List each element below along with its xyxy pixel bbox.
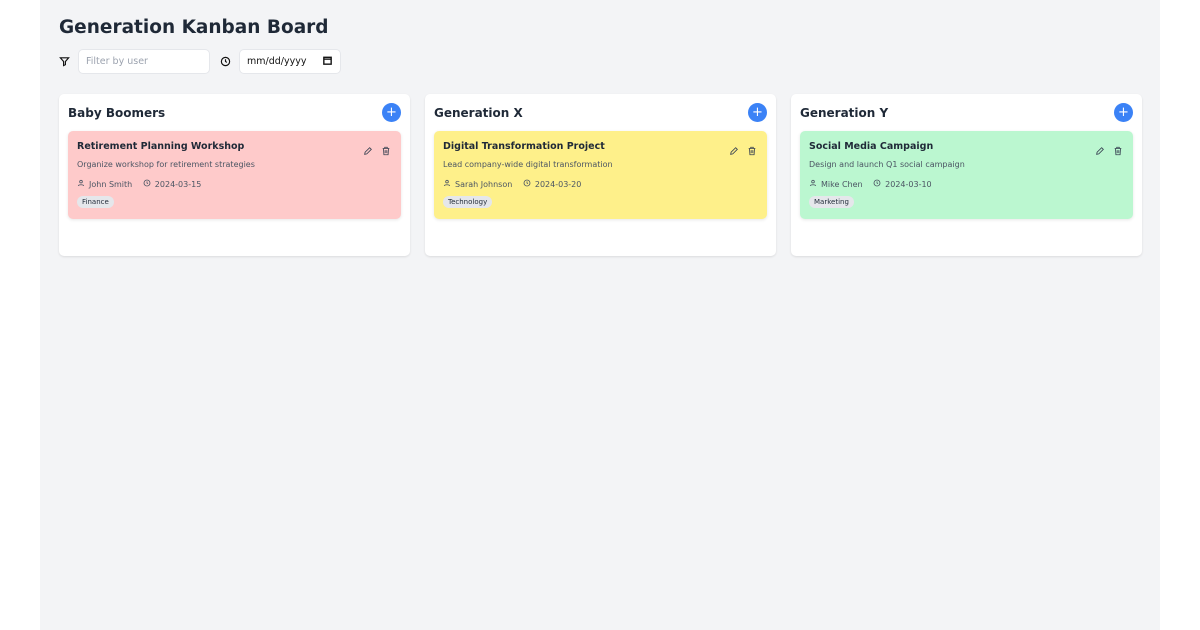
columns: Baby Boomers + Retirement Planning Worksh…	[59, 94, 1142, 256]
edit-icon[interactable]	[363, 141, 373, 160]
card-description: Organize workshop for retirement strateg…	[77, 160, 255, 169]
clock-icon	[143, 179, 151, 189]
card-title: Social Media Campaign	[809, 141, 934, 152]
user-icon	[443, 179, 451, 189]
card-tag: Marketing	[809, 196, 854, 208]
trash-icon[interactable]	[381, 141, 391, 160]
user-filter-input[interactable]: Filter by user	[78, 49, 210, 74]
date-filter-input[interactable]: mm/dd/yyyy	[239, 49, 341, 74]
card-date: 2024-03-10	[885, 179, 932, 189]
card-title: Retirement Planning Workshop	[77, 141, 245, 152]
card-user: Sarah Johnson	[455, 179, 513, 189]
clock-icon	[873, 179, 881, 189]
column: Baby Boomers + Retirement Planning Worksh…	[59, 94, 410, 256]
card-description: Lead company-wide digital transformation	[443, 160, 613, 169]
card[interactable]: Social Media Campaign Design and launch …	[800, 131, 1133, 219]
page-title: Generation Kanban Board	[59, 17, 329, 38]
card-description: Design and launch Q1 social campaign	[809, 160, 965, 169]
filters: Filter by user mm/dd/yyyy	[59, 49, 341, 74]
date-placeholder: mm/dd/yyyy	[247, 56, 307, 67]
card-date: 2024-03-15	[154, 179, 202, 189]
clock-icon	[523, 179, 531, 189]
column-title: Baby Boomers	[68, 105, 166, 120]
calendar-icon[interactable]	[322, 55, 333, 69]
card-date: 2024-03-20	[534, 179, 582, 189]
user-icon	[809, 179, 817, 189]
user-icon	[77, 179, 85, 189]
add-card-button[interactable]: +	[382, 103, 401, 122]
board: Generation Kanban Board Filter by user m…	[40, 0, 1160, 630]
add-card-button[interactable]: +	[1114, 103, 1133, 122]
trash-icon[interactable]	[747, 141, 757, 160]
card-title: Digital Transformation Project	[443, 141, 605, 152]
card-user: John Smith	[89, 179, 133, 189]
column: Generation Y + Social Media Campaign Desi…	[791, 94, 1142, 256]
card-tag: Technology	[443, 196, 493, 208]
clock-icon	[220, 52, 231, 71]
filter-icon	[59, 52, 70, 71]
trash-icon[interactable]	[1113, 141, 1123, 160]
card-tag: Finance	[77, 196, 114, 208]
column-title: Generation X	[434, 105, 523, 120]
card[interactable]: Retirement Planning Workshop Organize wo…	[68, 131, 401, 219]
card-user: Mike Chen	[821, 179, 863, 189]
edit-icon[interactable]	[1095, 141, 1105, 160]
add-card-button[interactable]: +	[748, 103, 767, 122]
card[interactable]: Digital Transformation Project Lead comp…	[434, 131, 767, 219]
column-title: Generation Y	[800, 105, 889, 120]
edit-icon[interactable]	[729, 141, 739, 160]
column: Generation X + Digital Transformation Pro…	[425, 94, 776, 256]
